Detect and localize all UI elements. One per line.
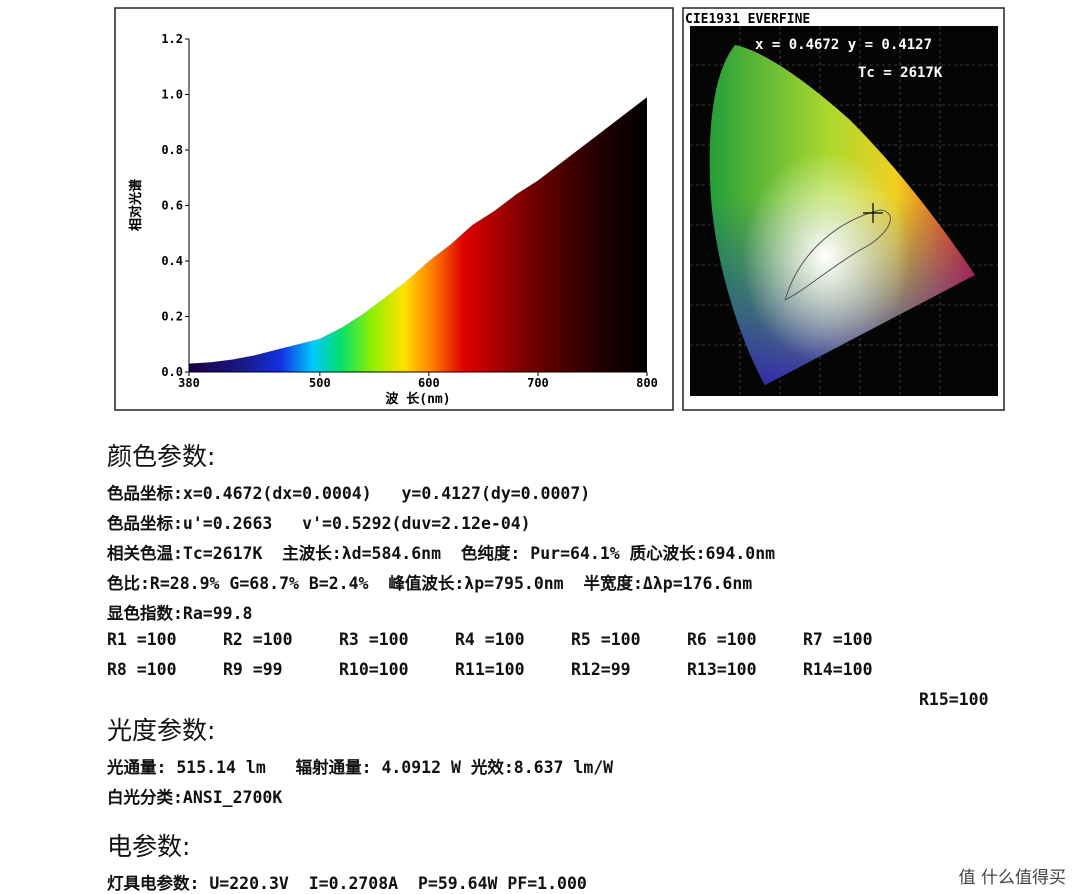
param-line: 色品坐标:x=0.4672(dx=0.0004) y=0.4127(dy=0.0…: [107, 484, 591, 503]
x-tick-label: 800: [636, 376, 658, 390]
cie-title: CIE1931 EVERFINE: [685, 12, 810, 27]
ri-cell: R14=100: [803, 660, 873, 679]
ri-cell: R9 =99: [223, 660, 283, 679]
param-line: 相关色温:Tc=2617K 主波长:λd=584.6nm 色纯度: Pur=64…: [107, 544, 776, 563]
ri-cell: R1 =100: [107, 630, 177, 649]
x-tick-label: 380: [178, 376, 200, 390]
param-line: 色品坐标:u'=0.2663 v'=0.5292(duv=2.12e-04): [107, 514, 531, 533]
ri-cell: R15=100: [919, 690, 989, 709]
ri-cell: R10=100: [339, 660, 409, 679]
section-title: 光度参数:: [107, 716, 216, 745]
y-tick-label: 0.4: [161, 254, 183, 268]
cie-crosshair: [863, 203, 883, 223]
section-title: 电参数:: [107, 832, 191, 861]
ri-cell: R7 =100: [803, 630, 873, 649]
x-tick-label: 600: [418, 376, 440, 390]
y-tick-label: 1.0: [161, 88, 183, 102]
param-line: 灯具电参数: U=220.3V I=0.2708A P=59.64W PF=1.…: [107, 874, 587, 893]
y-tick-label: 0.2: [161, 310, 183, 324]
y-tick-label: 0.0: [161, 365, 183, 379]
ri-cell: R11=100: [455, 660, 525, 679]
spectrum-area: [189, 97, 647, 373]
y-axis-label: 相对光谱: [128, 179, 144, 231]
ri-cell: R12=99: [571, 660, 631, 679]
cie-tc: Tc = 2617K: [858, 65, 943, 81]
y-tick-label: 0.8: [161, 143, 183, 157]
x-tick-label: 500: [309, 376, 331, 390]
ri-cell: R13=100: [687, 660, 757, 679]
x-axis-label: 波 长(nm): [385, 391, 450, 407]
param-line: 光通量: 515.14 lm 辐射通量: 4.0912 W 光效:8.637 l…: [107, 758, 614, 777]
charts: 0.0 0.2 0.4 0.6 0.8 1.0 1.2 380 500 600 700 800 波 长(…: [114, 7, 1005, 411]
cie-coords: x = 0.4672 y = 0.4127: [755, 37, 932, 53]
ri-cell: R4 =100: [455, 630, 525, 649]
ri-cell: R5 =100: [571, 630, 641, 649]
x-tick-label: 700: [527, 376, 549, 390]
param-line: 白光分类:ANSI_2700K: [107, 788, 283, 807]
section-title: 颜色参数:: [107, 442, 216, 471]
ri-cell: R8 =100: [107, 660, 177, 679]
y-tick-label: 0.6: [161, 199, 183, 213]
param-line: 色比:R=28.9% G=68.7% B=2.4% 峰值波长:λp=795.0n…: [107, 574, 753, 593]
param-line: 显色指数:Ra=99.8: [107, 604, 253, 623]
ri-cell: R2 =100: [223, 630, 293, 649]
ri-cell: R6 =100: [687, 630, 757, 649]
ri-cell: R3 =100: [339, 630, 409, 649]
y-tick-label: 1.2: [161, 32, 183, 46]
watermark: 值 什么值得买: [958, 868, 1066, 888]
